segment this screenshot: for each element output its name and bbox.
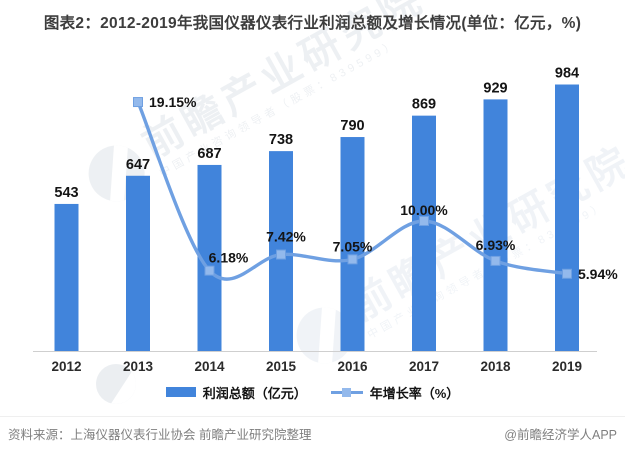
growth-rate-label: 10.00%: [400, 202, 448, 218]
legend-label: 利润总额（亿元）: [202, 385, 307, 401]
bar-value-label: 738: [269, 132, 293, 148]
bar-value-label: 929: [483, 80, 507, 96]
growth-marker-2018: [490, 255, 501, 266]
footer: 资料来源：上海仪器仪表行业协会 前瞻产业研究院整理 @前瞻经济学人APP: [8, 424, 617, 443]
growth-marker-2015: [276, 249, 286, 260]
growth-marker-2017: [419, 216, 429, 226]
bar-value-label: 543: [54, 185, 78, 201]
growth-marker-2016: [347, 254, 358, 265]
profit-bar-2019: [555, 84, 579, 351]
x-tick-label-2013: 2013: [123, 359, 154, 374]
chart-legend: 利润总额（亿元） 年增长率（%）: [0, 383, 625, 401]
brand-credit: @前瞻经济学人APP: [504, 428, 617, 442]
footer-divider: [0, 416, 625, 417]
line-series-swatch-icon: [330, 387, 363, 398]
profit-bar-2017: [412, 115, 436, 351]
legend-item-growth-rate: 年增长率（%）: [330, 383, 460, 402]
x-tick-label-2017: 2017: [409, 359, 439, 374]
x-tick-label-2019: 2019: [552, 359, 582, 374]
source-note: 资料来源：上海仪器仪表行业协会 前瞻产业研究院整理: [8, 428, 312, 442]
profit-bar-2016: [340, 137, 365, 351]
x-tick-label-2015: 2015: [266, 359, 297, 374]
bar-value-label: 869: [412, 97, 436, 113]
legend-label: 年增长率（%）: [369, 385, 460, 401]
growth-rate-label: 19.15%: [149, 94, 197, 110]
profit-bar-2013: [126, 175, 150, 351]
bar-value-label: 790: [340, 118, 364, 134]
bar-series-swatch-icon: [165, 387, 196, 397]
x-tick-label-2012: 2012: [51, 359, 81, 374]
x-tick-label-2014: 2014: [194, 359, 225, 374]
profit-growth-chart: 543 647 687 738 790 869 929 984 19.15% 6.18% 7.42%…: [33, 66, 618, 374]
legend-item-profit-total: 利润总额（亿元）: [165, 383, 307, 402]
growth-rate-label: 5.94%: [578, 266, 618, 282]
chart-title: 图表2：2012-2019年我国仪器仪表行业利润总额及增长情况(单位：亿元，%): [43, 15, 582, 32]
profit-bar-2012: [54, 203, 79, 351]
growth-marker-2013: [133, 97, 143, 108]
growth-rate-label: 7.05%: [333, 238, 373, 254]
bar-value-label: 647: [126, 157, 150, 173]
x-tick-label-2018: 2018: [480, 359, 511, 374]
x-tick-label-2016: 2016: [337, 359, 368, 374]
bar-value-label: 687: [197, 146, 221, 162]
bar-value-label: 984: [555, 66, 579, 82]
growth-marker-2019: [562, 268, 572, 279]
growth-rate-label: 6.18%: [209, 250, 249, 266]
growth-rate-label: 6.93%: [476, 237, 516, 253]
growth-rate-label: 7.42%: [266, 229, 306, 245]
profit-bar-2018: [483, 99, 508, 351]
growth-marker-2014: [204, 265, 215, 276]
